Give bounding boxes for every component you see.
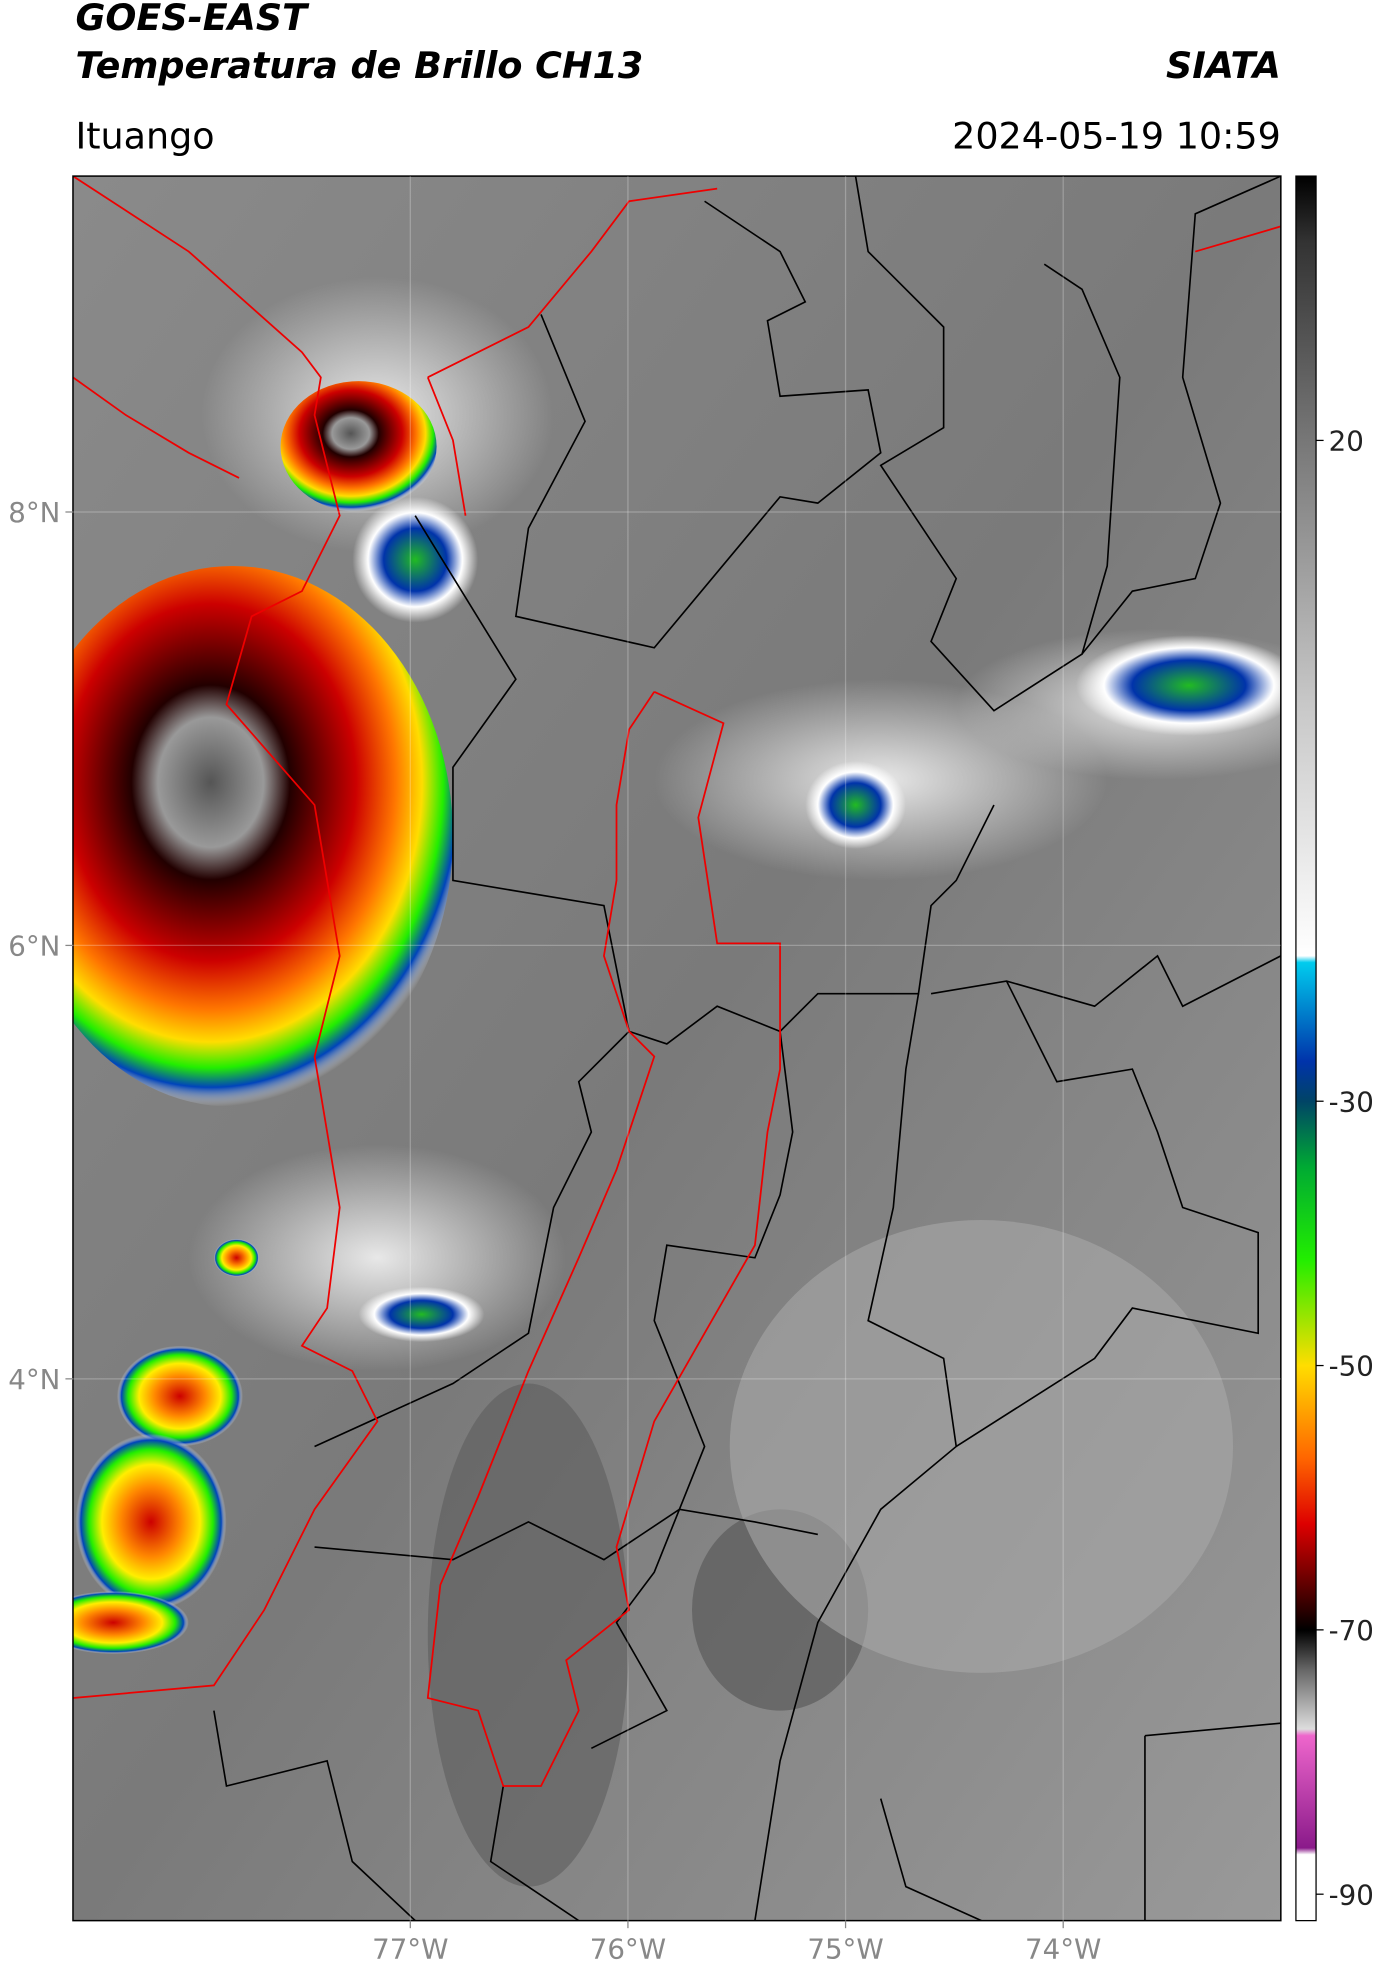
colorbar — [1295, 175, 1317, 1922]
x-tick-label: 77°W — [372, 1932, 448, 1965]
y-tick-label: 8°N — [8, 496, 60, 529]
title-line: Temperatura de Brillo CH13 — [75, 44, 643, 87]
source: SIATA — [1166, 44, 1281, 87]
map-frame — [72, 175, 1282, 1922]
colorbar-tick-label: -70 — [1329, 1614, 1374, 1647]
x-tick-label: 75°W — [807, 1932, 883, 1965]
location: Ituango — [75, 114, 214, 157]
y-tick-label: 4°N — [8, 1363, 60, 1396]
colorbar-tick-label: -90 — [1329, 1878, 1374, 1911]
y-tick-label: 6°N — [8, 929, 60, 962]
colorbar-tick-label: -50 — [1329, 1350, 1374, 1383]
x-tick-label: 76°W — [590, 1932, 666, 1965]
datetime: 2024-05-19 10:59 — [952, 114, 1281, 157]
colorbar-tick-label: 20 — [1329, 424, 1364, 457]
map-image — [72, 176, 1281, 1921]
x-tick-label: 74°W — [1025, 1932, 1101, 1965]
title-line: GOES-EAST — [75, 0, 310, 39]
colorbar-tick-label: -30 — [1329, 1085, 1374, 1118]
